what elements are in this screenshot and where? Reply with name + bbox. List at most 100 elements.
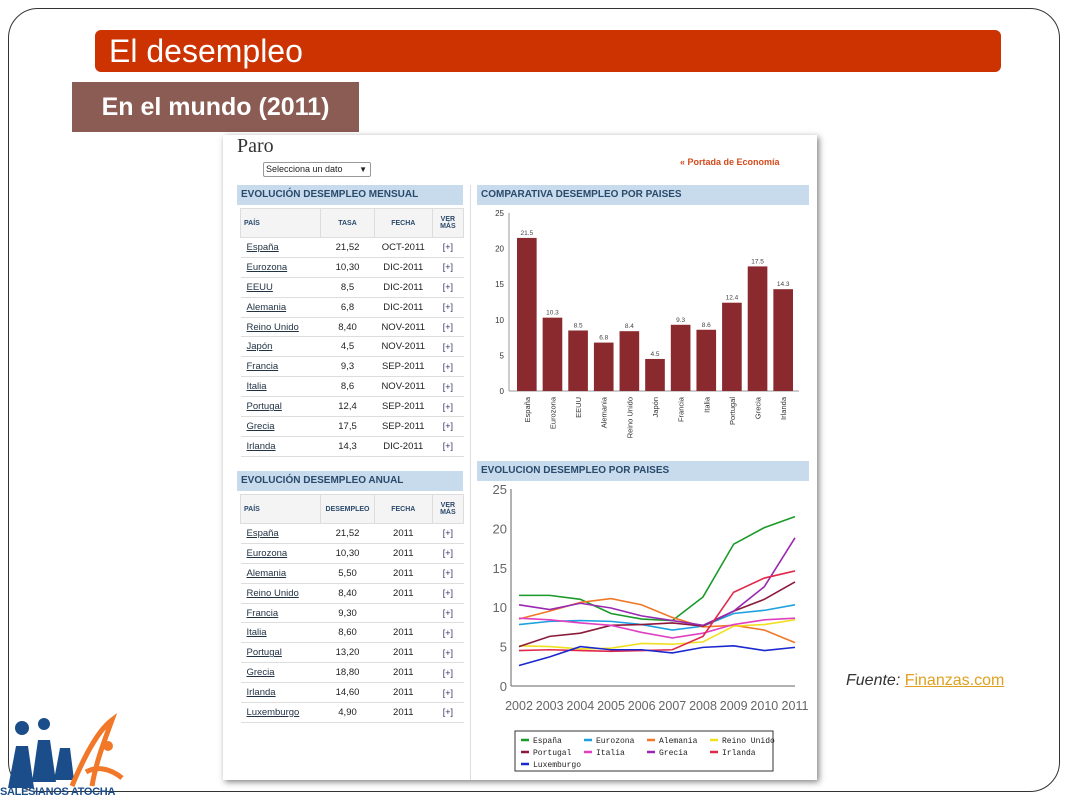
country-link[interactable]: Portugal <box>240 642 321 664</box>
y-tick-label: 15 <box>493 561 507 576</box>
table-row: Irlanda 14,60 2011 [+] <box>240 682 464 704</box>
logo-text: SALESIANOS ATOCHA <box>0 786 116 798</box>
select-value: Selecciona un dato <box>266 164 343 174</box>
country-link[interactable]: Italia <box>240 622 321 644</box>
ver-mas-link[interactable]: [+] <box>432 277 464 298</box>
x-tick-label: 2011 <box>782 699 809 713</box>
country-link[interactable]: España <box>240 237 321 258</box>
annual-panel-header: EVOLUCIÓN DESEMPLEO ANUAL <box>237 471 463 491</box>
ver-mas-link[interactable]: [+] <box>432 583 464 604</box>
country-link[interactable]: Reino Unido <box>240 317 321 338</box>
bar <box>696 329 717 391</box>
series-line <box>518 537 796 627</box>
category-label: España <box>523 396 532 422</box>
country-link[interactable]: Grecia <box>240 662 321 684</box>
ver-mas-link[interactable]: [+] <box>432 416 464 437</box>
ver-mas-link[interactable]: [+] <box>432 682 464 704</box>
ver-mas-link[interactable]: [+] <box>432 356 464 378</box>
column-header: PAÍS <box>239 494 322 524</box>
legend <box>514 730 774 772</box>
ver-mas-link[interactable]: [+] <box>432 376 464 398</box>
legend-label: Alemania <box>659 737 698 746</box>
date-cell: 2011 <box>374 622 433 644</box>
ver-mas-link[interactable]: [+] <box>432 523 464 544</box>
date-cell: DIC-2011 <box>374 277 433 298</box>
bar-value-label: 9.3 <box>676 317 685 324</box>
rate-cell: 9,3 <box>320 356 375 378</box>
ver-mas-link[interactable]: [+] <box>432 396 464 418</box>
table-row: Japón 4,5 NOV-2011 [+] <box>240 336 464 358</box>
series-line <box>518 570 796 653</box>
source-note: Fuente: Finanzas.com <box>846 672 1005 689</box>
bar-value-label: 10.3 <box>546 310 559 317</box>
table-row: Italia 8,60 2011 [+] <box>240 622 464 644</box>
country-link[interactable]: Francia <box>240 603 321 624</box>
country-link[interactable]: España <box>240 523 321 544</box>
rate-cell: 12,4 <box>320 396 375 418</box>
ver-mas-link[interactable]: [+] <box>432 622 464 644</box>
bar-chart-header: COMPARATIVA DESEMPLEO POR PAISES <box>477 185 809 205</box>
country-link[interactable]: Eurozona <box>240 543 321 564</box>
date-cell: 2011 <box>374 702 433 723</box>
country-link[interactable]: Irlanda <box>240 436 321 457</box>
country-link[interactable]: Portugal <box>240 396 321 418</box>
table-row: España 21,52 OCT-2011 [+] <box>240 237 464 258</box>
data-select[interactable]: Selecciona un dato ▼ <box>263 162 371 177</box>
bar-value-label: 8.4 <box>625 323 634 330</box>
ver-mas-link[interactable]: [+] <box>432 662 464 684</box>
monthly-table: PAÍS TASA FECHA VER MÁS España 21,52 OCT-2011[… <box>239 208 465 457</box>
rate-cell: 10,30 <box>320 257 375 278</box>
table-row: Francia 9,3 SEP-2011 [+] <box>240 356 464 378</box>
country-link[interactable]: Alemania <box>240 297 321 318</box>
source-link[interactable]: Finanzas.com <box>904 672 1005 689</box>
table-row: Eurozona 10,30 DIC-2011 [+] <box>240 257 464 278</box>
legend-label: Grecia <box>659 749 688 758</box>
ver-mas-link[interactable]: [+] <box>432 317 464 338</box>
bar <box>670 324 691 391</box>
series-line <box>518 581 796 648</box>
table-row: Reino Unido 8,40 2011 [+] <box>240 583 464 604</box>
series-line <box>518 645 796 667</box>
ver-mas-link[interactable]: [+] <box>432 702 464 723</box>
legend-label: Irlanda <box>722 749 756 758</box>
country-link[interactable]: Luxemburgo <box>240 702 321 723</box>
country-link[interactable]: Reino Unido <box>240 583 321 604</box>
country-link[interactable]: Eurozona <box>240 257 321 278</box>
ver-mas-link[interactable]: [+] <box>432 563 464 584</box>
country-link[interactable]: EEUU <box>240 277 321 298</box>
ver-mas-link[interactable]: [+] <box>432 237 464 258</box>
country-link[interactable]: Francia <box>240 356 321 378</box>
ver-mas-link[interactable]: [+] <box>432 257 464 278</box>
bar-value-label: 8.5 <box>574 322 583 329</box>
date-cell: SEP-2011 <box>374 416 433 437</box>
date-cell: 2011 <box>374 642 433 664</box>
series-line <box>518 619 796 650</box>
rate-cell: 8,60 <box>320 622 375 644</box>
country-link[interactable]: Alemania <box>240 563 321 584</box>
ver-mas-link[interactable]: [+] <box>432 642 464 664</box>
y-tick-label: 25 <box>493 482 507 497</box>
ver-mas-link[interactable]: [+] <box>432 336 464 358</box>
bar-value-label: 17.5 <box>751 258 764 265</box>
country-link[interactable]: Japón <box>240 336 321 358</box>
rate-cell: 8,5 <box>320 277 375 298</box>
country-link[interactable]: Italia <box>240 376 321 398</box>
category-label: Japón <box>651 397 660 417</box>
rate-cell: 18,80 <box>320 662 375 684</box>
bar-value-label: 8.6 <box>702 322 711 329</box>
bar <box>517 237 537 391</box>
ver-mas-link[interactable]: [+] <box>432 436 464 457</box>
ver-mas-link[interactable]: [+] <box>432 297 464 318</box>
country-link[interactable]: Grecia <box>240 416 321 437</box>
legend-label: España <box>533 737 562 746</box>
portada-link[interactable]: « Portada de Economía <box>680 157 780 167</box>
country-link[interactable]: Irlanda <box>240 682 321 704</box>
y-tick-label: 25 <box>495 209 504 218</box>
table-row: Alemania 5,50 2011 [+] <box>240 563 464 584</box>
date-cell: 2011 <box>374 523 433 544</box>
ver-mas-link[interactable]: [+] <box>432 543 464 564</box>
date-cell: 2011 <box>374 682 433 704</box>
bar-value-label: 4.5 <box>650 351 659 358</box>
y-tick-label: 5 <box>500 640 507 655</box>
ver-mas-link[interactable]: [+] <box>432 603 464 624</box>
